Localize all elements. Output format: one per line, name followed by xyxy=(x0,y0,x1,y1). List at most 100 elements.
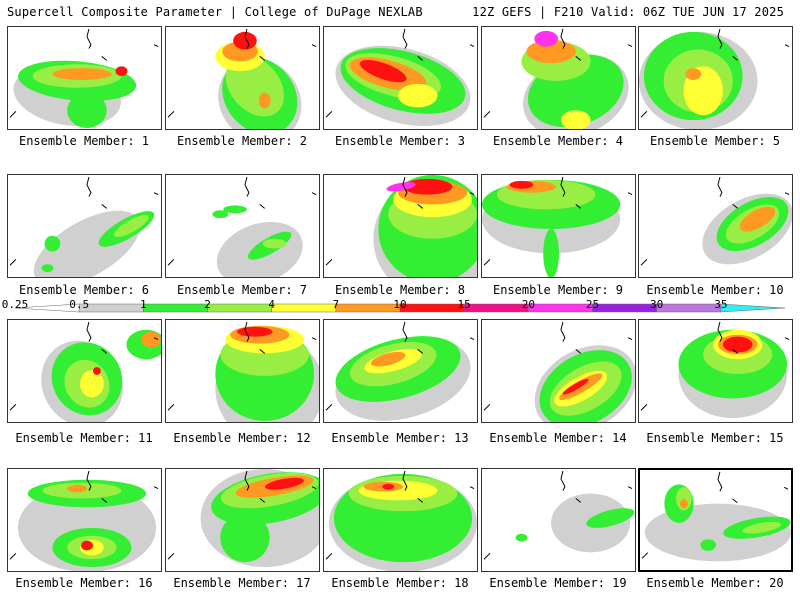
scp-contour xyxy=(81,540,93,551)
panel-label: Ensemble Member: 1 xyxy=(18,134,150,148)
panel-label: Ensemble Member: 13 xyxy=(331,431,469,445)
panel-label: Ensemble Member: 7 xyxy=(176,283,308,297)
panel-label: Ensemble Member: 2 xyxy=(176,134,308,148)
scp-contour xyxy=(237,326,273,337)
colorbar-swatch xyxy=(592,303,657,313)
map-plot xyxy=(640,321,790,419)
scp-contour xyxy=(515,533,528,542)
colorbar-swatch xyxy=(656,303,722,313)
map-plot xyxy=(641,471,791,562)
panel-label: Ensemble Member: 6 xyxy=(18,283,150,297)
scp-contour xyxy=(212,210,229,219)
scp-contour xyxy=(543,228,559,277)
coastline xyxy=(325,321,475,411)
panel-label: Ensemble Member: 16 xyxy=(15,576,153,590)
scp-contour xyxy=(676,487,692,511)
panel-label: Ensemble Member: 8 xyxy=(334,283,466,297)
scp-contour xyxy=(223,205,247,214)
scp-contour xyxy=(562,378,589,395)
colorbar-tick-label: 7 xyxy=(332,298,340,311)
scp-contour xyxy=(141,331,161,348)
ensemble-panel[interactable] xyxy=(481,468,636,572)
map-plot xyxy=(483,321,635,422)
scp-contour xyxy=(679,498,688,509)
colorbar-swatch xyxy=(528,303,593,313)
ensemble-panel[interactable] xyxy=(638,26,793,130)
scp-contour xyxy=(44,235,61,252)
ensemble-panel[interactable] xyxy=(323,26,478,130)
colorbar-tick-label: 0.25 xyxy=(1,298,29,311)
coastline xyxy=(325,28,475,118)
colorbar-swatch xyxy=(463,303,529,313)
map-plot xyxy=(325,470,477,571)
scp-contour xyxy=(262,238,287,249)
panel-label: Ensemble Member: 9 xyxy=(492,283,624,297)
scp-contour xyxy=(220,513,270,563)
coastline xyxy=(483,28,633,118)
colorbar-swatch xyxy=(720,303,786,313)
scp-contour xyxy=(386,182,416,192)
colorbar-tick-label: 35 xyxy=(714,298,728,311)
map-plot xyxy=(325,28,475,126)
panel-label: Ensemble Member: 17 xyxy=(173,576,311,590)
panel-label: Ensemble Member: 12 xyxy=(173,431,311,445)
scp-contour xyxy=(398,83,438,108)
map-plot xyxy=(167,176,317,277)
ensemble-panel[interactable] xyxy=(481,174,636,278)
ensemble-panel[interactable] xyxy=(481,26,636,130)
colorbar-swatch xyxy=(399,303,465,313)
map-plot xyxy=(167,321,319,422)
ensemble-panel[interactable] xyxy=(165,26,320,130)
ensemble-panel[interactable] xyxy=(323,468,478,572)
colorbar-tick-label: 15 xyxy=(457,298,471,311)
header-title: Supercell Composite Parameter | College … xyxy=(7,5,423,19)
ensemble-panel[interactable] xyxy=(323,174,478,278)
coastline xyxy=(640,321,790,411)
coastline xyxy=(483,321,633,411)
scp-contour xyxy=(382,483,395,490)
scp-contour xyxy=(739,206,776,232)
map-plot xyxy=(9,321,161,422)
coastline xyxy=(325,176,475,266)
map-plot xyxy=(167,469,319,568)
ensemble-panel[interactable] xyxy=(638,174,793,278)
ensemble-panel[interactable] xyxy=(323,319,478,423)
panel-label: Ensemble Member: 18 xyxy=(331,576,469,590)
scp-contour xyxy=(526,39,576,64)
colorbar-tick-label: 2 xyxy=(204,298,211,311)
scp-contour xyxy=(534,30,559,47)
map-plot xyxy=(482,176,633,277)
ensemble-panel[interactable] xyxy=(7,468,162,572)
panel-label: Ensemble Member: 11 xyxy=(15,431,153,445)
panel-label: Ensemble Member: 14 xyxy=(489,431,627,445)
coastline xyxy=(483,470,633,560)
colorbar-tick-label: 10 xyxy=(393,298,407,311)
coastline xyxy=(640,176,790,266)
colorbar-swatch xyxy=(271,303,337,313)
colorbar-tick-label: 30 xyxy=(650,298,664,311)
ensemble-panel[interactable] xyxy=(7,26,162,130)
ensemble-panel[interactable] xyxy=(7,174,162,278)
ensemble-panel[interactable] xyxy=(165,468,320,572)
map-plot xyxy=(483,470,635,560)
ensemble-panel[interactable] xyxy=(165,174,320,278)
coastline xyxy=(9,28,159,118)
coastline xyxy=(167,470,317,560)
scp-contour xyxy=(52,68,112,80)
ensemble-panel[interactable] xyxy=(638,468,793,572)
scp-contour xyxy=(402,178,453,195)
scp-contour xyxy=(67,92,107,129)
colorbar-tick-label: 0.5 xyxy=(69,298,90,311)
ensemble-panel[interactable] xyxy=(638,319,793,423)
coastline xyxy=(9,470,159,560)
ensemble-panel[interactable] xyxy=(481,319,636,423)
map-plot xyxy=(483,28,633,129)
scp-contour xyxy=(67,484,87,493)
scp-contour xyxy=(115,66,128,77)
panel-label: Ensemble Member: 4 xyxy=(492,134,624,148)
ensemble-panel[interactable] xyxy=(165,319,320,423)
ensemble-panel[interactable] xyxy=(7,319,162,423)
scp-contour xyxy=(114,214,149,238)
coastline xyxy=(9,321,159,411)
scp-contour xyxy=(509,180,534,189)
